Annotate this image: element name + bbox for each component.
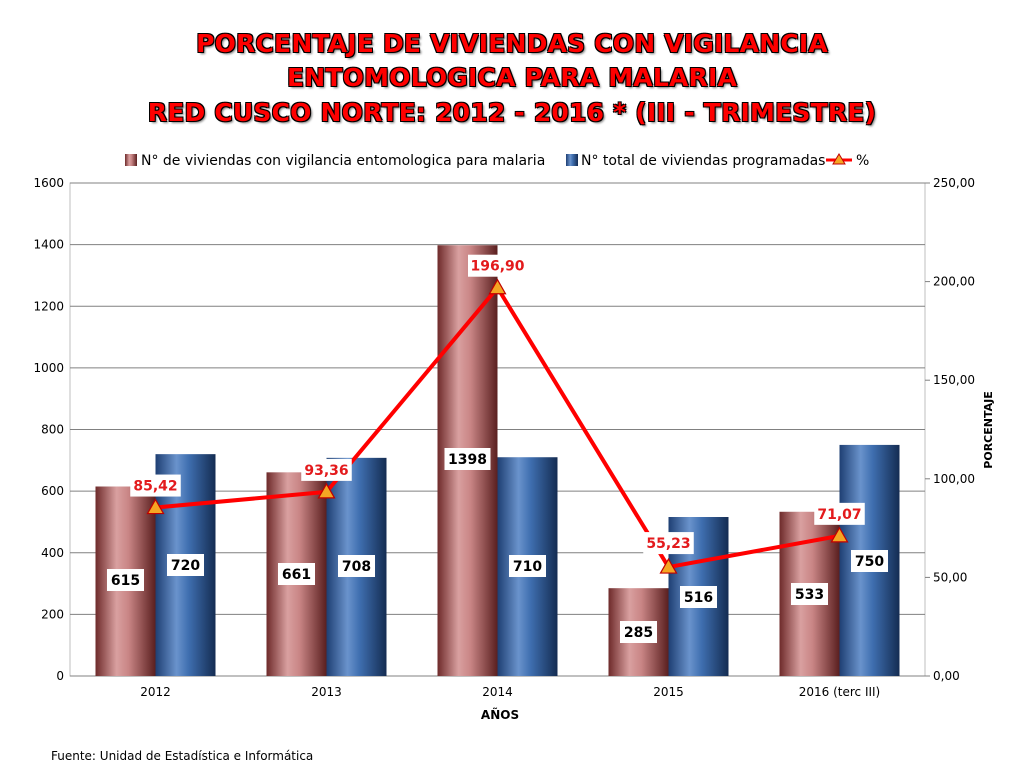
data-label-percent-box xyxy=(130,474,181,497)
legend-label-percent: % xyxy=(856,153,869,169)
data-label-vigilancia-box xyxy=(107,569,144,591)
legend-label-programadas: N° total de viviendas programadas xyxy=(581,153,825,169)
x-tick-label: 2014 xyxy=(482,685,513,699)
y-tick-label: 1600 xyxy=(33,176,64,190)
data-label-programadas: 516 xyxy=(684,590,713,606)
data-label-percent: 85,42 xyxy=(133,479,177,495)
chart-title-line-1: PORCENTAJE DE VIVIENDAS CON VIGILANCIA xyxy=(196,29,828,58)
x-axis-label: AÑOS xyxy=(481,707,519,722)
data-label-percent: 196,90 xyxy=(470,259,524,275)
data-label-vigilancia: 615 xyxy=(111,573,140,589)
data-label-vigilancia: 285 xyxy=(624,625,653,641)
data-label-percent-box xyxy=(301,458,352,481)
data-label-percent-box xyxy=(814,502,865,525)
point-percent xyxy=(488,278,507,295)
data-label-percent-box xyxy=(468,254,527,277)
x-tick-label: 2016 (terc III) xyxy=(799,685,881,699)
source-note: Fuente: Unidad de Estadística e Informát… xyxy=(51,749,314,763)
x-tick-label: 2012 xyxy=(140,685,171,699)
data-label-programadas-box xyxy=(167,554,204,576)
y-tick-label: 200 xyxy=(41,607,64,621)
data-label-programadas-box xyxy=(509,555,546,577)
y-tick-label: 0 xyxy=(56,669,64,683)
y2-tick-label: 250,00 xyxy=(933,176,975,190)
data-label-programadas: 708 xyxy=(342,559,371,575)
y-tick-label: 600 xyxy=(41,484,64,498)
data-label-vigilancia: 1398 xyxy=(448,452,487,468)
chart-title-line-3: RED CUSCO NORTE: 2012 - 2016 * (III - TR… xyxy=(147,98,877,127)
data-label-percent-box xyxy=(643,532,694,555)
y2-tick-label: 200,00 xyxy=(933,275,975,289)
data-label-percent: 71,07 xyxy=(817,507,861,523)
data-label-vigilancia-box xyxy=(791,583,828,605)
data-label-percent: 55,23 xyxy=(646,536,690,552)
data-label-vigilancia: 533 xyxy=(795,587,824,603)
y-tick-label: 400 xyxy=(41,546,64,560)
data-label-programadas-box xyxy=(680,586,717,608)
y2-tick-label: 150,00 xyxy=(933,373,975,387)
point-percent xyxy=(317,482,336,499)
y2-tick-label: 100,00 xyxy=(933,472,975,486)
y2-axis-label: PORCENTAJE xyxy=(982,391,995,468)
y-tick-label: 800 xyxy=(41,423,64,437)
data-label-programadas: 750 xyxy=(855,554,884,570)
y2-tick-label: 0,00 xyxy=(933,669,960,683)
point-percent xyxy=(146,498,165,515)
data-label-programadas: 720 xyxy=(171,558,200,574)
point-percent xyxy=(830,526,849,543)
data-label-percent: 93,36 xyxy=(304,463,348,479)
legend-swatch-vigilancia xyxy=(125,154,137,166)
y-tick-label: 1000 xyxy=(33,361,64,375)
data-label-programadas: 710 xyxy=(513,559,542,575)
data-label-programadas-box xyxy=(851,550,888,572)
legend-label-vigilancia: N° de viviendas con vigilancia entomolog… xyxy=(141,153,545,169)
data-label-programadas-box xyxy=(338,555,375,577)
legend-marker-percent xyxy=(832,153,846,165)
data-label-vigilancia-box xyxy=(278,563,315,585)
data-label-vigilancia-box xyxy=(620,621,657,643)
data-label-vigilancia-box xyxy=(444,448,491,470)
x-tick-label: 2013 xyxy=(311,685,342,699)
x-tick-label: 2015 xyxy=(653,685,684,699)
chart-title-line-2: ENTOMOLOGICA PARA MALARIA xyxy=(286,63,738,92)
y2-tick-label: 50,00 xyxy=(933,570,967,584)
legend-swatch-programadas xyxy=(566,154,578,166)
y-tick-label: 1200 xyxy=(33,299,64,313)
data-label-vigilancia: 661 xyxy=(282,567,311,583)
point-percent xyxy=(659,557,678,574)
y-tick-label: 1400 xyxy=(33,238,64,252)
